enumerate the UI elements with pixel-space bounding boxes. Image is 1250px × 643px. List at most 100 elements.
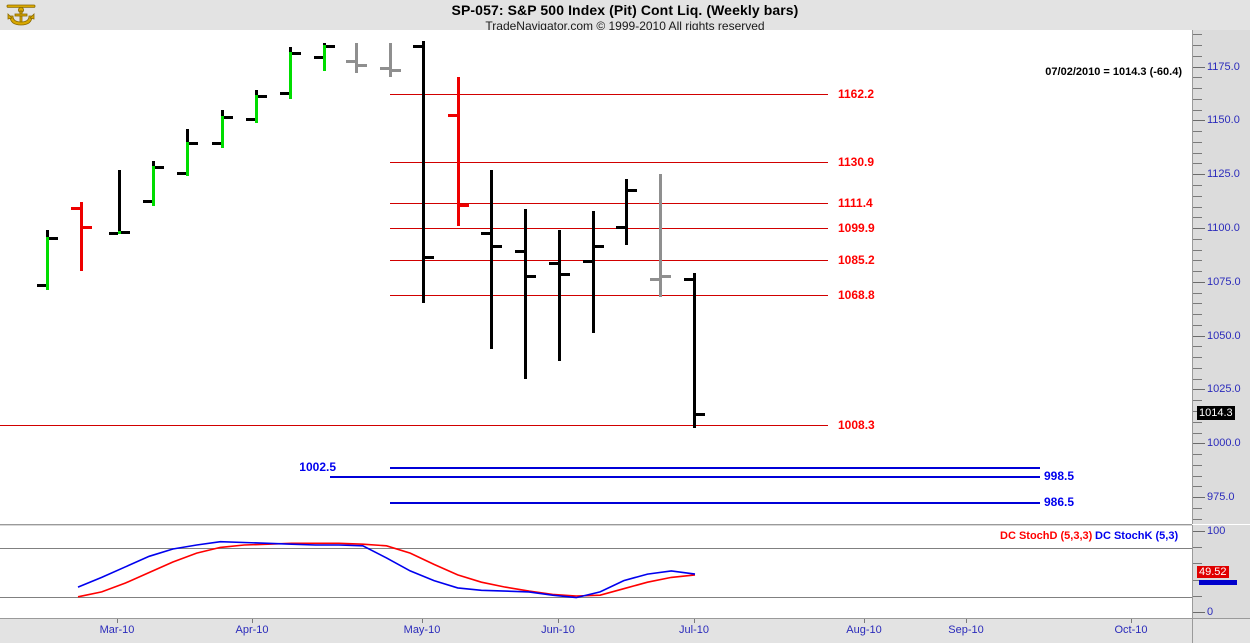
resistance-line bbox=[390, 259, 828, 261]
ohlc-up-close-segment bbox=[186, 141, 189, 177]
support-line bbox=[390, 502, 1040, 504]
price-axis-minor-tickmark bbox=[1193, 77, 1202, 79]
price-axis-tickmark bbox=[1193, 174, 1205, 176]
ohlc-bar bbox=[457, 77, 460, 226]
ohlc-open-tick bbox=[650, 277, 659, 281]
indicator-axis-tickmark bbox=[1193, 612, 1205, 613]
ohlc-close-tick bbox=[292, 51, 301, 55]
support-line bbox=[390, 467, 1040, 469]
ohlc-up-close-segment bbox=[221, 116, 224, 149]
ohlc-open-tick bbox=[246, 118, 255, 122]
date-axis-label: Jul-10 bbox=[679, 624, 709, 636]
indicator-axis-minor-tickmark bbox=[1193, 579, 1202, 581]
ohlc-close-tick bbox=[425, 256, 434, 259]
price-axis-tickmark bbox=[1193, 281, 1205, 283]
ohlc-close-tick bbox=[561, 273, 570, 277]
price-axis-tickmark bbox=[1193, 389, 1205, 391]
price-axis-label: 1100.0 bbox=[1207, 222, 1240, 235]
ohlc-open-tick bbox=[109, 232, 118, 236]
ohlc-up-close-segment bbox=[255, 94, 258, 123]
legend-stochd: DC StochD (5,3,3) bbox=[1000, 530, 1093, 542]
price-axis-minor-tickmark bbox=[1193, 324, 1202, 326]
copyright-subtitle: TradeNavigator.com © 1999-2010 All right… bbox=[485, 19, 765, 33]
ohlc-open-tick bbox=[71, 206, 80, 210]
ohlc-close-tick bbox=[595, 245, 604, 249]
indicator-axis[interactable]: 100 0 49.52 bbox=[1192, 525, 1250, 618]
price-axis-tickmark bbox=[1193, 228, 1205, 230]
indicator-current-value-badge: 49.52 bbox=[1197, 565, 1229, 578]
price-axis-minor-tickmark bbox=[1193, 292, 1202, 294]
date-axis-tickmark bbox=[422, 619, 423, 623]
price-axis-minor-tickmark bbox=[1193, 163, 1202, 165]
resistance-line bbox=[0, 425, 828, 427]
ohlc-close-tick bbox=[224, 116, 233, 120]
ohlc-open-tick bbox=[346, 60, 355, 64]
chart-header: SP-057: S&P 500 Index (Pit) Cont Liq. (W… bbox=[0, 0, 1250, 33]
price-axis-label: 1000.0 bbox=[1207, 437, 1241, 450]
price-axis-minor-tickmark bbox=[1193, 400, 1202, 402]
stochastic-curves bbox=[77, 540, 696, 599]
ohlc-close-tick bbox=[392, 68, 401, 72]
ohlc-bar bbox=[693, 273, 696, 429]
ohlc-bar bbox=[118, 169, 121, 235]
indicator-axis-label: 100 bbox=[1207, 525, 1226, 537]
ohlc-close-tick bbox=[258, 94, 267, 98]
price-axis-minor-tickmark bbox=[1193, 367, 1202, 369]
quote-readout: 07/02/2010 = 1014.3 (-60.4) bbox=[1045, 66, 1182, 78]
ohlc-bar bbox=[524, 208, 527, 379]
price-axis-minor-tickmark bbox=[1193, 475, 1202, 477]
price-axis-minor-tickmark bbox=[1193, 464, 1202, 466]
ohlc-bar bbox=[558, 230, 561, 362]
ohlc-up-close-segment bbox=[289, 51, 292, 99]
date-axis-label: Aug-10 bbox=[846, 624, 882, 636]
price-axis-minor-tickmark bbox=[1193, 195, 1202, 197]
price-axis-minor-tickmark bbox=[1193, 357, 1202, 359]
ohlc-bar bbox=[625, 178, 628, 246]
ohlc-open-tick bbox=[280, 92, 289, 96]
date-axis[interactable]: Mar-10 Apr-10 May-10 Jun-10 Jul-10 Aug-10 Sep-… bbox=[0, 618, 1192, 643]
ohlc-close-tick bbox=[189, 141, 198, 145]
price-chart-panel[interactable]: 07/02/2010 = 1014.3 (-60.4) TradeNavigat… bbox=[0, 30, 1192, 560]
ohlc-open-tick bbox=[314, 55, 323, 59]
ohlc-close-tick bbox=[493, 245, 502, 249]
stochastic-indicator-panel[interactable]: DC StochD (5,3,3) DC StochK (5,3) bbox=[0, 525, 1192, 619]
price-axis-minor-tickmark bbox=[1193, 184, 1202, 186]
ohlc-open-tick bbox=[616, 225, 625, 229]
ohlc-bar bbox=[422, 40, 425, 304]
price-axis-minor-tickmark bbox=[1193, 507, 1202, 509]
price-axis-label: 975.0 bbox=[1207, 491, 1235, 504]
price-axis-label: 1150.0 bbox=[1207, 114, 1240, 127]
ohlc-up-close-segment bbox=[118, 231, 121, 235]
ohlc-open-tick bbox=[583, 260, 592, 264]
ohlc-open-tick bbox=[212, 141, 221, 145]
price-axis-minor-tickmark bbox=[1193, 109, 1202, 111]
ohlc-open-tick bbox=[448, 113, 457, 117]
price-axis[interactable]: 1175.0 1150.0 1125.0 1100.0 1075.0 1050.0 1025… bbox=[1192, 30, 1250, 524]
indicator-guide-line-80 bbox=[0, 548, 1192, 550]
support-level-label-right: 986.5 bbox=[1044, 495, 1075, 509]
price-axis-label: 1175.0 bbox=[1207, 60, 1240, 73]
ohlc-open-tick bbox=[515, 249, 524, 253]
ohlc-close-tick bbox=[662, 275, 671, 279]
price-axis-minor-tickmark bbox=[1193, 260, 1202, 262]
resistance-line bbox=[390, 228, 828, 230]
price-axis-minor-tickmark bbox=[1193, 454, 1202, 456]
ohlc-close-tick bbox=[628, 189, 637, 193]
indicator-k-marker bbox=[1199, 579, 1237, 585]
resistance-level-label: 1068.8 bbox=[838, 288, 875, 303]
price-axis-minor-tickmark bbox=[1193, 88, 1202, 90]
ohlc-open-tick bbox=[177, 172, 186, 176]
support-level-label-right: 998.5 bbox=[1044, 469, 1075, 483]
price-axis-minor-tickmark bbox=[1193, 152, 1202, 154]
ohlc-bar bbox=[80, 202, 83, 272]
resistance-level-label: 1008.3 bbox=[838, 418, 875, 433]
date-axis-tickmark bbox=[1131, 619, 1132, 623]
price-axis-label: 1075.0 bbox=[1207, 275, 1241, 288]
indicator-series-line bbox=[77, 540, 696, 599]
price-axis-minor-tickmark bbox=[1193, 432, 1202, 434]
ohlc-open-tick bbox=[481, 232, 490, 236]
resistance-line bbox=[390, 161, 828, 163]
ohlc-open-tick bbox=[684, 277, 693, 281]
price-axis-tickmark bbox=[1193, 335, 1205, 337]
